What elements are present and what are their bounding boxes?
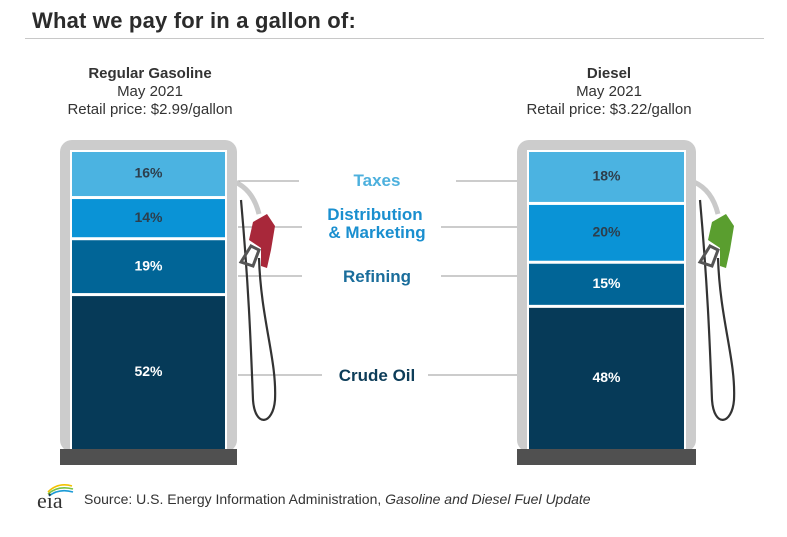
bar-segment-crude-oil	[72, 296, 225, 449]
eia-logo-text: eia	[37, 488, 63, 512]
data-label: 18%	[592, 168, 621, 184]
leader-lines	[238, 180, 517, 376]
legend-distribution-line2: & Marketing	[328, 223, 425, 242]
category-legend: Taxes Distribution & Marketing Refining …	[327, 171, 425, 385]
nozzle-trigger-icon	[238, 244, 261, 268]
source-prefix: Source: U.S. Energy Information Administ…	[84, 491, 386, 507]
data-label: 14%	[134, 209, 163, 225]
bar-segment-taxes	[529, 152, 684, 202]
title-divider	[25, 38, 764, 39]
bar-segment-taxes	[72, 152, 225, 197]
source-title: Gasoline and Diesel Fuel Update	[385, 491, 591, 507]
nozzle-trigger-icon	[697, 244, 720, 268]
hose-loop	[698, 199, 736, 421]
bar-segment-distribution-marketing	[72, 199, 225, 238]
hose-loop	[239, 199, 277, 421]
data-label: 52%	[134, 363, 163, 379]
hose-top	[233, 179, 262, 215]
data-label: 19%	[134, 257, 163, 273]
nozzle-icon	[249, 214, 275, 268]
bar-segment-distribution-marketing	[529, 204, 684, 261]
nozzle-icon	[708, 214, 734, 268]
data-label: 16%	[134, 165, 163, 181]
gasoline-header: Regular Gasoline May 2021 Retail price: …	[30, 65, 270, 119]
bar-segment-refining	[72, 240, 225, 294]
diesel-header: Diesel May 2021 Retail price: $3.22/gall…	[489, 65, 729, 119]
gasoline-period: May 2021	[117, 83, 183, 100]
data-label: 20%	[592, 224, 621, 240]
bar-segment-crude-oil	[529, 307, 684, 449]
legend-refining: Refining	[343, 267, 411, 286]
chart-title: What we pay for in a gallon of:	[32, 8, 356, 33]
data-label: 48%	[592, 369, 621, 385]
eia-logo-icon: eia	[37, 484, 74, 512]
diesel-period: May 2021	[576, 83, 642, 100]
diesel-pump: 18% 20% 15% 48%	[517, 140, 736, 465]
gasoline-price: Retail price: $2.99/gallon	[67, 101, 233, 118]
legend-taxes: Taxes	[354, 171, 401, 190]
legend-crude-oil: Crude Oil	[339, 366, 416, 385]
diesel-name: Diesel	[586, 65, 632, 82]
pump-base	[60, 449, 237, 465]
hose-top	[692, 179, 721, 215]
diesel-price: Retail price: $3.22/gallon	[526, 101, 692, 118]
legend-distribution-line1: Distribution	[327, 205, 422, 224]
source-note: Source: U.S. Energy Information Administ…	[84, 491, 591, 507]
gasoline-name: Regular Gasoline	[88, 65, 212, 82]
gasoline-pump: 16% 14% 19% 52%	[60, 140, 277, 465]
data-label: 15%	[592, 275, 621, 291]
pump-base	[517, 449, 696, 465]
bar-segment-refining	[529, 263, 684, 305]
